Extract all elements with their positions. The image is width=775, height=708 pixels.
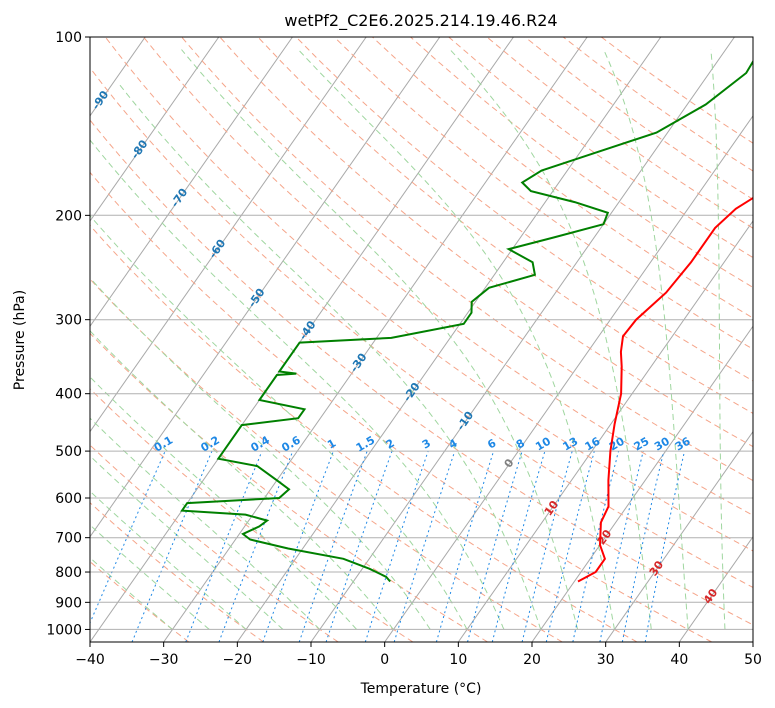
y-tick-label: 700 bbox=[55, 531, 82, 547]
plot-area: -100-90-80-70-60-50-40-30-20-10010203040… bbox=[90, 37, 753, 642]
y-tick-label: 600 bbox=[55, 491, 82, 507]
dry-adiabat-line bbox=[90, 388, 414, 642]
mixing-ratio-line bbox=[298, 450, 368, 642]
y-tick-label: 300 bbox=[55, 313, 82, 329]
isotherm-line bbox=[90, 37, 441, 538]
moist-adiabat-line bbox=[181, 49, 579, 630]
dry-adiabat-line bbox=[90, 171, 712, 642]
mixing-ratio-line bbox=[644, 450, 685, 642]
x-axis: −40 −30 −20 −10 0 10 20 30 40 50 bbox=[75, 642, 762, 668]
moist-adiabat-line bbox=[90, 214, 468, 630]
mixing-ratio-line bbox=[599, 450, 644, 642]
plot-frame bbox=[89, 36, 754, 643]
mixing-ratio-line bbox=[325, 450, 393, 642]
dry-adiabat-line bbox=[410, 37, 753, 289]
mixing-ratio-line bbox=[521, 450, 573, 642]
mixing-ratio-line bbox=[467, 450, 523, 642]
y-tick-label: 400 bbox=[55, 387, 82, 403]
isotherm-line bbox=[90, 37, 514, 642]
dry-adiabat-line bbox=[257, 37, 753, 414]
isotherm-lines bbox=[90, 37, 753, 642]
isotherm-line bbox=[90, 37, 367, 433]
x-tick-label: 40 bbox=[670, 652, 688, 668]
y-tick-label: 1000 bbox=[46, 622, 82, 638]
mixing-ratio-line bbox=[364, 450, 429, 642]
moist-adiabat-line bbox=[90, 556, 173, 630]
dry-adiabat-lines bbox=[90, 37, 753, 642]
moist-adiabat-line bbox=[118, 83, 542, 630]
y-axis: 100 200 300 400 500 600 700 800 900 1000 bbox=[46, 30, 90, 638]
isotherm-line bbox=[531, 325, 753, 642]
mixing-ratio-line bbox=[185, 450, 263, 642]
mixing-ratio-lines bbox=[90, 450, 685, 642]
y-tick-label: 500 bbox=[55, 444, 82, 460]
dry-adiabat-line bbox=[104, 37, 753, 552]
mixing-ratio-line bbox=[621, 450, 665, 642]
moist-adiabat-line bbox=[297, 49, 615, 630]
dry-adiabat-line bbox=[90, 224, 638, 642]
isotherm-line bbox=[236, 37, 662, 642]
mixing-ratio-line bbox=[491, 450, 546, 642]
dewpoint-series-line bbox=[180, 59, 753, 583]
moist-adiabat-line bbox=[603, 49, 689, 630]
y-tick-label: 200 bbox=[55, 208, 82, 224]
moist-adiabat-line bbox=[449, 49, 652, 630]
x-tick-label: −40 bbox=[75, 652, 105, 668]
dry-adiabat-line bbox=[90, 332, 488, 642]
isotherm-line bbox=[310, 37, 735, 642]
moist-adiabat-line bbox=[710, 49, 726, 630]
y-tick-label: 800 bbox=[55, 565, 82, 581]
moist-adiabat-line bbox=[90, 139, 505, 630]
y-tick-label: 900 bbox=[55, 595, 82, 611]
dry-adiabat-line bbox=[143, 37, 753, 516]
dry-adiabat-line bbox=[295, 37, 753, 382]
mixing-ratio-line bbox=[435, 450, 495, 642]
mixing-ratio-line bbox=[393, 450, 456, 642]
mixing-ratio-line bbox=[131, 450, 213, 642]
dry-adiabat-line bbox=[219, 37, 753, 448]
chart-title: wetPf2_C2E6.2025.214.19.46.R24 bbox=[284, 11, 557, 31]
x-tick-label: −20 bbox=[223, 652, 253, 668]
isotherm-line bbox=[90, 37, 220, 222]
moist-adiabat-line bbox=[90, 490, 247, 630]
y-tick-label: 100 bbox=[55, 30, 82, 46]
x-tick-label: −30 bbox=[149, 652, 179, 668]
x-tick-label: 50 bbox=[744, 652, 762, 668]
isotherm-line bbox=[90, 37, 293, 328]
moist-adiabat-line bbox=[90, 524, 210, 630]
isotherm-line bbox=[605, 430, 753, 642]
dry-adiabat-line bbox=[90, 119, 753, 626]
x-tick-label: 30 bbox=[597, 652, 615, 668]
isotherm-line bbox=[678, 535, 753, 642]
isotherm-line bbox=[384, 114, 753, 642]
mixing-ratio-line bbox=[90, 450, 166, 625]
x-axis-label: Temperature (°C) bbox=[360, 681, 482, 697]
mixing-ratio-line bbox=[545, 450, 595, 642]
moist-adiabat-line bbox=[90, 277, 431, 630]
dry-adiabat-line bbox=[90, 444, 339, 642]
isotherm-line bbox=[457, 220, 753, 642]
x-tick-label: 10 bbox=[449, 652, 467, 668]
mixing-ratio-line bbox=[218, 450, 294, 642]
dry-adiabat-line bbox=[90, 278, 563, 642]
x-tick-label: 20 bbox=[523, 652, 541, 668]
x-tick-label: 0 bbox=[380, 652, 389, 668]
y-axis-label: Pressure (hPa) bbox=[12, 290, 28, 390]
dry-adiabat-line bbox=[90, 67, 753, 588]
pressure-gridlines bbox=[90, 37, 753, 630]
dry-adiabat-line bbox=[90, 502, 264, 642]
x-tick-label: −10 bbox=[296, 652, 326, 668]
temperature-series-line bbox=[577, 196, 753, 583]
